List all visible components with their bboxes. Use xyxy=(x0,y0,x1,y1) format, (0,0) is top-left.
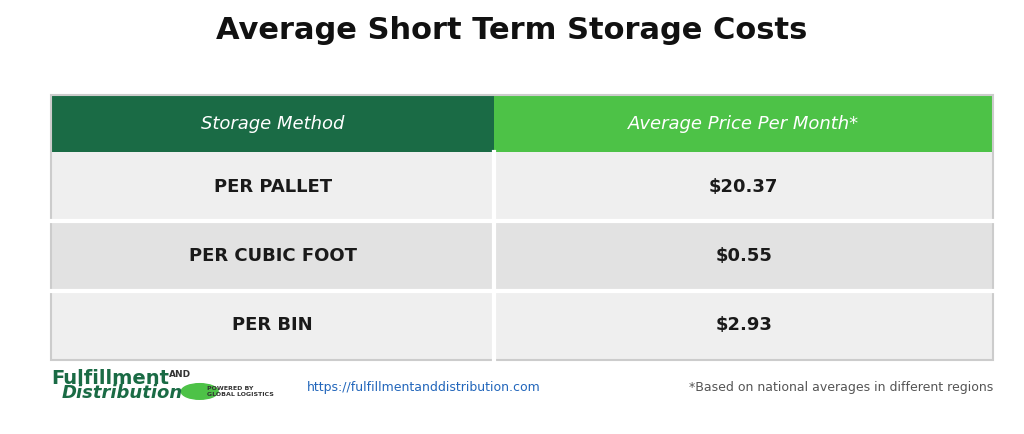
Circle shape xyxy=(181,384,218,399)
Text: GLOBAL LOGISTICS: GLOBAL LOGISTICS xyxy=(207,392,273,398)
FancyBboxPatch shape xyxy=(494,152,993,221)
FancyBboxPatch shape xyxy=(51,152,494,221)
Text: AND: AND xyxy=(169,370,191,379)
Text: Fulfillment: Fulfillment xyxy=(51,369,169,388)
Text: https://fulfillmentanddistribution.com: https://fulfillmentanddistribution.com xyxy=(307,381,541,394)
Text: POWERED BY: POWERED BY xyxy=(207,386,253,391)
FancyBboxPatch shape xyxy=(494,291,993,360)
Text: PER CUBIC FOOT: PER CUBIC FOOT xyxy=(188,247,356,265)
FancyBboxPatch shape xyxy=(51,291,494,360)
Text: Average Short Term Storage Costs: Average Short Term Storage Costs xyxy=(216,16,808,45)
Text: Storage Method: Storage Method xyxy=(201,115,344,133)
Text: Distribution: Distribution xyxy=(61,384,182,402)
Text: $0.55: $0.55 xyxy=(715,247,772,265)
FancyBboxPatch shape xyxy=(51,95,494,152)
Text: Average Price Per Month*: Average Price Per Month* xyxy=(628,115,859,133)
Text: *Based on national averages in different regions: *Based on national averages in different… xyxy=(689,381,993,394)
FancyBboxPatch shape xyxy=(494,95,993,152)
Text: $2.93: $2.93 xyxy=(715,316,772,335)
FancyBboxPatch shape xyxy=(51,221,494,291)
Text: PER BIN: PER BIN xyxy=(232,316,313,335)
Text: $20.37: $20.37 xyxy=(709,178,778,196)
FancyBboxPatch shape xyxy=(494,221,993,291)
Text: PER PALLET: PER PALLET xyxy=(214,178,332,196)
